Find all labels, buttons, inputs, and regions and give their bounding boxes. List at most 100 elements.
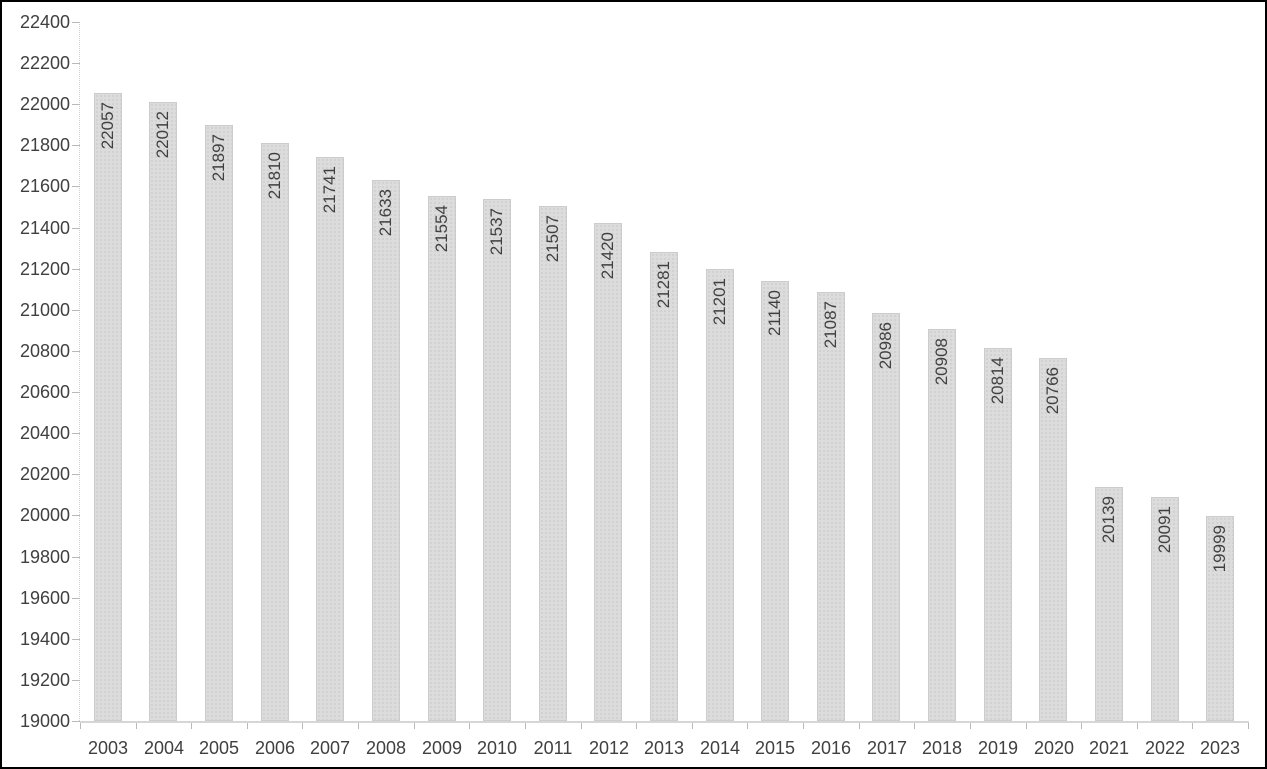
- x-axis-category-label: 2018: [921, 738, 963, 758]
- x-axis-tick-mark: [136, 723, 137, 729]
- bar-2003: 22057: [94, 93, 122, 721]
- y-axis-tick-label: 19400: [19, 628, 70, 649]
- y-axis-tick-label: 20800: [19, 340, 70, 361]
- x-axis-tick-mark: [525, 723, 526, 729]
- x-axis-category-label: 2004: [143, 738, 185, 758]
- bar-2013: 21281: [650, 252, 678, 721]
- bar-value-label: 20139: [1099, 496, 1118, 544]
- bar-2009: 21554: [428, 196, 456, 721]
- y-axis-tick-label: 19000: [19, 711, 70, 731]
- x-axis-category-label: 2009: [421, 738, 463, 758]
- y-axis-tick-mark: [72, 63, 80, 65]
- x-axis-tick-mark: [581, 723, 582, 729]
- bar-value-label: 21140: [765, 290, 784, 337]
- y-axis-tick-mark: [72, 22, 80, 23]
- x-axis-tick-mark: [414, 723, 415, 729]
- x-axis-category-label: 2011: [533, 738, 573, 758]
- bar-value-label: 21897: [209, 134, 228, 182]
- bar-value-label: 21537: [487, 208, 506, 256]
- bar-2008: 21633: [372, 180, 400, 721]
- y-axis-tick-label: 20400: [19, 423, 70, 444]
- x-axis-category-label: 2012: [588, 738, 630, 758]
- bar-value-label: 22012: [153, 111, 172, 159]
- x-axis-tick-mark: [1137, 723, 1138, 729]
- bar-2019: 20814: [984, 348, 1012, 721]
- y-axis-tick-mark: [72, 679, 80, 681]
- bar-2006: 21810: [261, 143, 289, 721]
- y-axis-tick-label: 22400: [19, 12, 70, 32]
- x-axis-tick-mark: [247, 723, 248, 729]
- x-axis-category-label: 2007: [309, 738, 351, 758]
- y-axis-tick-mark: [72, 350, 80, 352]
- x-axis-category-label: 2016: [810, 738, 852, 758]
- x-axis-tick-mark: [302, 723, 303, 729]
- bar-value-label: 21741: [320, 166, 339, 214]
- x-axis-category-label: 2021: [1088, 738, 1130, 758]
- bar-value-label: 21201: [710, 278, 729, 326]
- bar-2021: 20139: [1095, 487, 1123, 721]
- y-axis-tick-label: 22200: [19, 53, 70, 74]
- x-axis-tick-mark: [747, 723, 748, 729]
- bar-2022: 20091: [1151, 497, 1179, 721]
- x-axis-line: [80, 721, 1249, 723]
- y-axis-tick-label: 21200: [19, 258, 70, 279]
- bar-value-label: 21810: [265, 152, 284, 200]
- x-axis-tick-mark: [191, 723, 192, 729]
- x-axis-tick-mark: [692, 723, 693, 729]
- x-axis-tick-mark: [636, 723, 637, 729]
- x-axis-tick-mark: [469, 723, 470, 729]
- x-axis-tick-mark: [914, 723, 915, 729]
- y-axis-tick-mark: [72, 474, 80, 476]
- x-axis-category-label: 2003: [87, 738, 129, 758]
- x-axis-category-label: 2019: [977, 738, 1019, 758]
- x-axis-tick-mark: [1026, 723, 1027, 729]
- bar-2005: 21897: [205, 125, 233, 721]
- bar-value-label: 22057: [98, 102, 117, 150]
- bar-2007: 21741: [316, 157, 344, 721]
- bar-2023: 19999: [1206, 516, 1234, 721]
- y-axis-tick-label: 19800: [19, 546, 70, 567]
- y-axis-tick-mark: [72, 515, 80, 517]
- y-axis-tick-mark: [72, 638, 80, 640]
- bar-value-label: 20986: [876, 322, 895, 370]
- x-axis-category-label: 2015: [754, 738, 796, 758]
- y-axis-tick-label: 22000: [19, 94, 70, 115]
- y-axis-tick-mark: [72, 392, 80, 394]
- x-axis-category-label: 2023: [1199, 738, 1241, 758]
- y-axis-tick-label: 21000: [19, 299, 70, 320]
- y-axis-tick-label: 19200: [19, 669, 70, 690]
- bar-2016: 21087: [817, 292, 845, 721]
- y-axis-tick-label: 21800: [19, 135, 70, 156]
- y-axis-tick-label: 20600: [19, 382, 70, 403]
- bar-value-label: 21554: [432, 205, 451, 253]
- x-axis-tick-mark: [970, 723, 971, 729]
- x-axis-tick-mark: [1248, 723, 1249, 729]
- bar-2010: 21537: [483, 199, 511, 721]
- y-axis-tick-mark: [72, 433, 80, 435]
- y-axis-tick-mark: [72, 309, 80, 311]
- x-axis-category-label: 2022: [1144, 738, 1186, 758]
- x-axis-tick-mark: [859, 723, 860, 729]
- bar-2014: 21201: [706, 269, 734, 721]
- y-axis-tick-mark: [72, 186, 80, 188]
- bar-2018: 20908: [928, 329, 956, 721]
- bar-value-label: 21420: [598, 232, 617, 280]
- x-axis-category-label: 2006: [254, 738, 296, 758]
- y-axis-tick-label: 19600: [19, 587, 70, 608]
- x-axis-tick-mark: [1081, 723, 1082, 729]
- y-axis-tick-label: 21400: [19, 217, 70, 238]
- bar-value-label: 20814: [988, 357, 1007, 405]
- x-axis-category-label: 2014: [699, 738, 741, 758]
- x-axis-category-label: 2013: [643, 738, 685, 758]
- x-axis-tick-mark: [803, 723, 804, 729]
- x-axis-tick-mark: [1192, 723, 1193, 729]
- y-axis-tick-mark: [72, 227, 80, 229]
- y-axis-tick-mark: [72, 145, 80, 147]
- y-axis-tick-label: 20200: [19, 464, 70, 485]
- x-axis-tick-mark: [80, 723, 81, 729]
- bar-value-label: 21087: [821, 301, 840, 349]
- bar-value-label: 21507: [543, 215, 562, 263]
- y-axis-line: [79, 22, 80, 721]
